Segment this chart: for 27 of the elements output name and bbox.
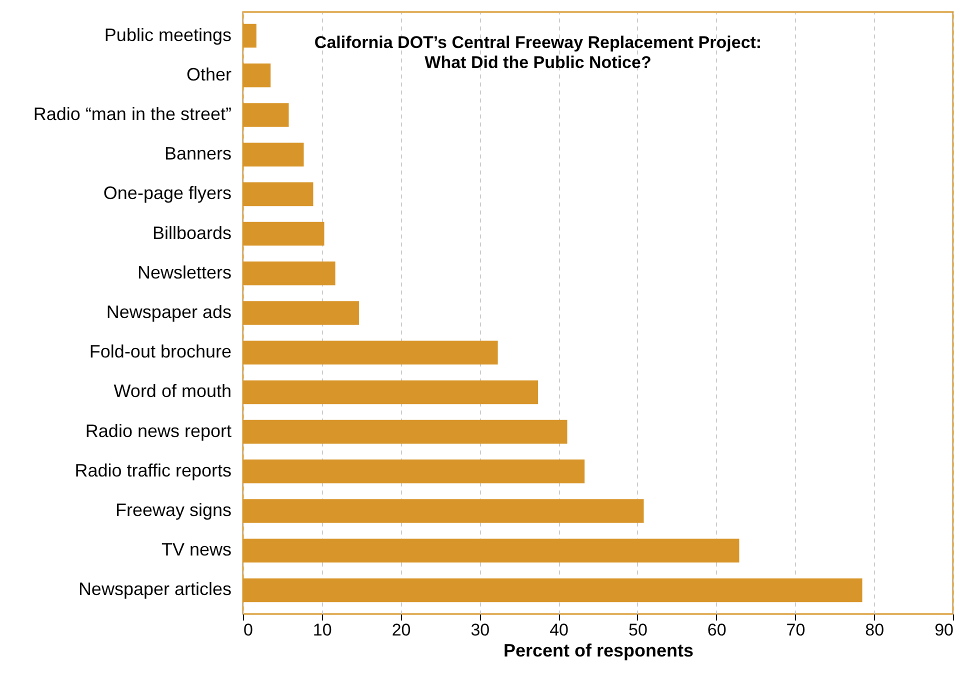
y-tick-label: Radio “man in the street”: [33, 104, 232, 124]
x-tick-label: 80: [865, 620, 884, 640]
y-tick-label: Billboards: [152, 222, 232, 243]
y-tick-label: Newspaper articles: [78, 579, 232, 600]
y-tick-label: Word of mouth: [114, 381, 232, 402]
x-tick-label: 90: [934, 620, 954, 640]
x-tick-label: 60: [707, 620, 726, 640]
y-tick-label: TV news: [161, 540, 232, 560]
text: California DOT’s Central Freeway Replacement Project: What Did the Public Notice?: [314, 33, 762, 72]
y-tick-label: Other: [186, 64, 232, 84]
x-axis-title: Percent of responents: [503, 640, 694, 660]
y-tick-label: Radio traffic reports: [74, 460, 232, 480]
y-tick-label: Banners: [164, 144, 232, 164]
x-tick-label: 30: [470, 620, 490, 640]
y-tick-label: Newspaper ads: [106, 302, 232, 322]
x-tick-label: 50: [628, 620, 648, 640]
x-tick-label: 70: [786, 620, 806, 640]
y-tick-label: Newsletters: [137, 262, 232, 282]
y-tick-label: One-page flyers: [103, 183, 232, 204]
y-tick-label: Fold-out brochure: [89, 342, 232, 362]
x-tick-label: 40: [550, 620, 569, 640]
x-tick-label: 0: [244, 620, 253, 640]
y-tick-label: Public meetings: [104, 24, 232, 45]
y-tick-label: Radio news report: [85, 420, 232, 441]
x-tick-label: 10: [312, 620, 332, 640]
y-tick-label: Freeway signs: [115, 500, 232, 520]
x-tick-label: 20: [392, 620, 411, 640]
